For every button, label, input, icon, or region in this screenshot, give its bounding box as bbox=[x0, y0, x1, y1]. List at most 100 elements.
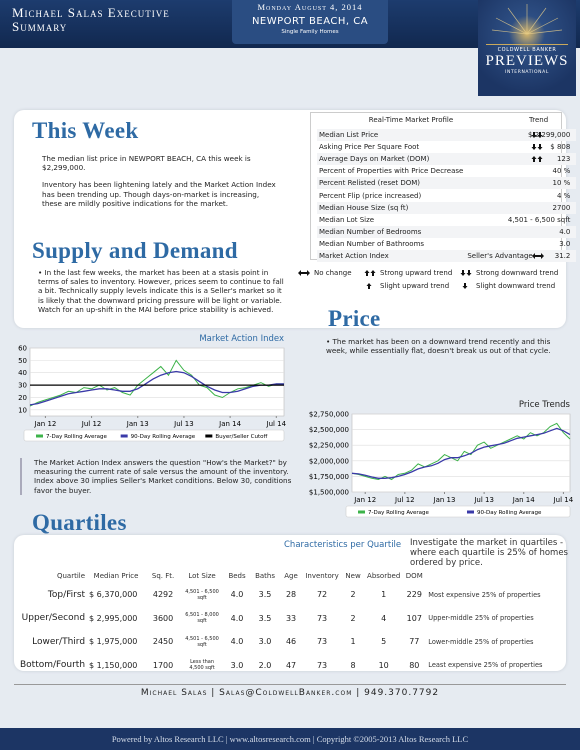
profile-status: Seller's Advantage bbox=[467, 251, 533, 260]
quartile-cell: Upper-middle 25% of properties bbox=[428, 614, 534, 623]
quartile-cell: 73 bbox=[316, 637, 328, 647]
quartile-cell: 1 bbox=[381, 590, 387, 600]
profile-row: Median Number of Bedrooms 4.0 bbox=[317, 225, 577, 238]
trend-cell bbox=[572, 214, 576, 226]
legend-label: 7-Day Rolling Average bbox=[368, 510, 430, 516]
series-line bbox=[29, 370, 284, 406]
quartile-cell: $ 1,150,000 bbox=[89, 660, 138, 670]
legend-swatch bbox=[120, 434, 128, 438]
x-tick-label: Jul 12 bbox=[394, 496, 415, 504]
legend-label: Buyer/Seller Cutoff bbox=[215, 434, 267, 440]
paragraph: The market has been on a downward trend … bbox=[326, 337, 551, 356]
x-tick-label: Jan 14 bbox=[512, 496, 535, 504]
quartile-cell: 107 bbox=[406, 613, 422, 623]
this-week-text: The median list price in NEWPORT BEACH, … bbox=[42, 154, 280, 208]
quartile-cell: $ 6,370,000 bbox=[89, 590, 138, 600]
profile-value: 4,501 - 6,500 sqft bbox=[507, 215, 571, 224]
column-header: Sq. Ft. bbox=[151, 572, 175, 580]
quartile-cell: 3.0 bbox=[230, 660, 244, 670]
quartile-cell: Least expensive 25% of properties bbox=[428, 661, 543, 670]
quartile-cell: 3600 bbox=[152, 613, 174, 623]
profile-row: Average Days on Market (DOM) 123 bbox=[317, 153, 577, 166]
contact: Michael Salas | Salas@ColdwellBanker.com… bbox=[140, 688, 440, 698]
y-tick-label: 30 bbox=[18, 382, 27, 390]
quartile-cell: 3.5 bbox=[258, 590, 272, 600]
trend-cell bbox=[572, 141, 576, 153]
quartile-cell: 4.0 bbox=[230, 613, 244, 623]
profile-label: Median Number of Bedrooms bbox=[317, 225, 466, 238]
profile-label: Percent Flip (price increased) bbox=[319, 191, 422, 200]
profile-label: Percent of Properties with Price Decreas… bbox=[319, 167, 464, 176]
profile-label: Median Number of Bathrooms bbox=[319, 239, 425, 248]
y-tick-label: $1,500,000 bbox=[309, 489, 349, 497]
series-line bbox=[351, 427, 571, 479]
footer: Powered by Altos Research LLC | www.alto… bbox=[0, 728, 580, 750]
y-tick-label: 40 bbox=[18, 369, 27, 377]
profile-row: Percent Flip (price increased) 4 % bbox=[317, 189, 576, 201]
trend-cell bbox=[572, 153, 577, 166]
quartile-cell: 72 bbox=[316, 590, 328, 600]
x-tick-label: Jul 14 bbox=[266, 420, 287, 428]
quartile-row: Bottom/Fourth $ 1,150,000 1700 Less than 4,… bbox=[18, 654, 570, 678]
quartile-cell: 73 bbox=[316, 613, 328, 623]
x-tick-label: Jan 13 bbox=[126, 420, 149, 428]
trend-icons bbox=[531, 132, 544, 259]
paragraph: Inventory has been lightening lately and… bbox=[42, 180, 276, 208]
trend-cell bbox=[572, 189, 576, 201]
quartile-cell: 73 bbox=[316, 660, 328, 670]
column-header: Lot Size bbox=[188, 572, 216, 580]
logo: COLDWELL BANKER PREVIEWS INTERNATIONAL bbox=[478, 0, 576, 96]
quartile-cell: 2 bbox=[350, 613, 356, 623]
quartile-cell: 2.0 bbox=[258, 660, 272, 670]
quartile-cell: 46 bbox=[285, 637, 297, 647]
x-tick-label: Jan 12 bbox=[33, 420, 56, 428]
paragraph: The median list price in NEWPORT BEACH, … bbox=[42, 154, 251, 173]
profile-row: Median List Price $ 2,299,000 bbox=[317, 129, 577, 142]
quartile-name: Upper/Second bbox=[21, 613, 86, 624]
profile-row: Percent of Properties with Price Decreas… bbox=[317, 165, 576, 177]
quartile-cell: 10 bbox=[378, 660, 389, 670]
market-profile: Real-Time Market Profile Trend Median Li… bbox=[310, 112, 577, 263]
quartile-cell: 80 bbox=[409, 660, 420, 670]
column-header: Baths bbox=[255, 572, 275, 580]
logo-burst bbox=[491, 4, 563, 35]
mai-note: The Market Action Index answers the ques… bbox=[20, 458, 294, 495]
quartile-cell: Lower-middle 25% of properties bbox=[428, 637, 534, 646]
column-header: Age bbox=[284, 572, 298, 580]
profile-value: 2700 bbox=[465, 201, 573, 214]
plot-area bbox=[29, 347, 285, 417]
paragraph: The Market Action Index answers the ques… bbox=[34, 458, 292, 495]
price-text: • The market has been on a downward tren… bbox=[326, 337, 551, 356]
legend-label: 90-Day Rolling Average bbox=[477, 510, 542, 516]
profile-label: Median List Price bbox=[317, 129, 466, 142]
logo-name: PREVIEWS bbox=[485, 53, 569, 69]
quartile-intro: Investigate the market in quartiles - wh… bbox=[410, 538, 568, 568]
profile-label: Average Days on Market (DOM) bbox=[317, 153, 466, 166]
x-tick-label: Jul 14 bbox=[553, 496, 574, 504]
legend-swatch bbox=[358, 510, 365, 514]
legend-label: No change bbox=[314, 269, 352, 277]
x-tick-label: Jan 14 bbox=[218, 420, 241, 428]
trend-cell bbox=[572, 238, 576, 250]
quartile-cell: 8 bbox=[350, 660, 356, 670]
series-line bbox=[29, 359, 284, 407]
y-tick-label: $2,250,000 bbox=[309, 442, 349, 450]
mai-chart: Market Action Index 10 20 30 40 50 60 Jan 12 Jul… bbox=[18, 334, 287, 442]
quartile-cell: 33 bbox=[285, 613, 297, 623]
legend-swatch bbox=[36, 434, 43, 438]
y-tick-label: 10 bbox=[18, 406, 27, 414]
quartile-name: Bottom/Fourth bbox=[20, 660, 86, 671]
y-tick-label: $2,500,000 bbox=[309, 426, 349, 434]
quartile-row: Lower/Third $ 1,975,000 2450 4,501 - 6,500 … bbox=[18, 630, 570, 654]
legend-label: Slight downward trend bbox=[476, 282, 556, 290]
legend-label: 7-Day Rolling Average bbox=[46, 434, 108, 440]
profile-label: Percent Relisted (reset DOM) bbox=[317, 177, 466, 190]
profile-value: 40 % bbox=[552, 167, 571, 176]
legend-label: 90-Day Rolling Average bbox=[131, 434, 196, 440]
quartile-cell: 5 bbox=[381, 637, 387, 647]
column-header: Inventory bbox=[305, 572, 339, 580]
column-header: Median Price bbox=[93, 572, 139, 580]
quartile-cell: 4292 bbox=[152, 590, 174, 600]
quartile-cell: $ 1,975,000 bbox=[89, 637, 138, 647]
